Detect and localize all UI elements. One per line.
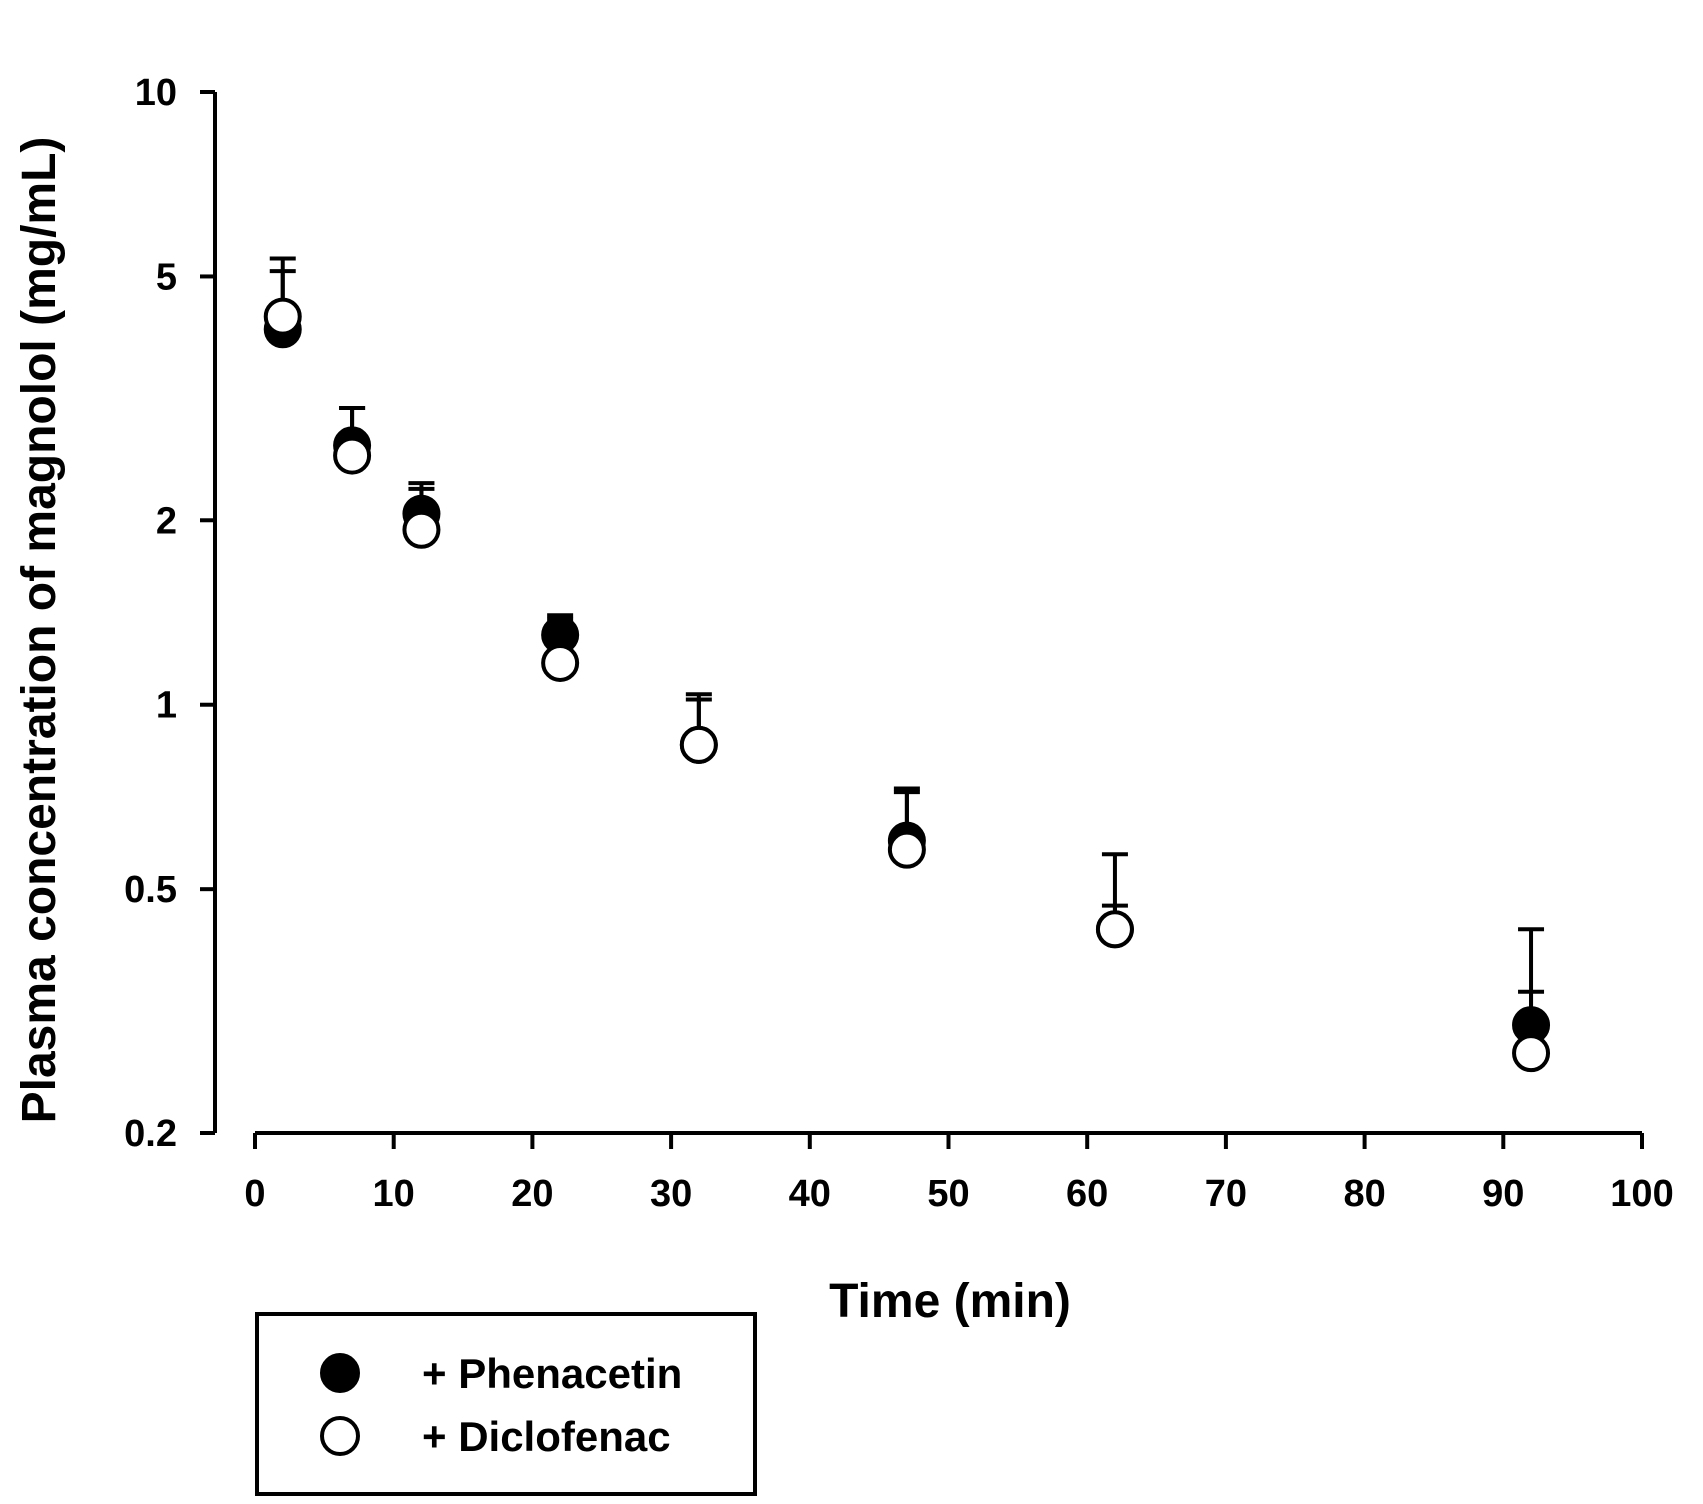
data-point-diclofenac xyxy=(679,725,718,764)
error-bars xyxy=(269,256,1545,1054)
legend-marker-diclofenac xyxy=(320,1416,360,1456)
data-point-diclofenac xyxy=(887,830,926,869)
x-tick-label: 70 xyxy=(1205,1173,1247,1215)
y-tick-label: 10 xyxy=(135,72,177,114)
legend-marker-phenacetin xyxy=(320,1353,360,1393)
legend: + Phenacetin + Diclofenac xyxy=(255,1312,757,1496)
y-tick-label: 0.5 xyxy=(124,869,177,911)
data-point-diclofenac xyxy=(333,436,372,475)
legend-box xyxy=(255,1312,757,1496)
x-tick-label: 40 xyxy=(789,1173,831,1215)
x-tick-label: 90 xyxy=(1482,1173,1524,1215)
x-tick-label: 50 xyxy=(927,1173,969,1215)
x-tick-label: 10 xyxy=(373,1173,415,1215)
y-tick-label: 0.2 xyxy=(124,1113,177,1155)
y-tick-label: 5 xyxy=(156,256,177,298)
y-axis-title: Plasma concentration of magnolol (mg/mL) xyxy=(13,137,66,1124)
y-tick-label: 2 xyxy=(156,500,177,542)
x-tick-label: 0 xyxy=(244,1173,265,1215)
data-point-diclofenac xyxy=(1095,910,1134,949)
x-tick-label: 100 xyxy=(1610,1173,1673,1215)
x-axis-title: Time (min) xyxy=(829,1275,1071,1328)
data-points xyxy=(263,297,1551,1073)
y-ticks: 0.2 0.5 1 2 5 10 xyxy=(124,72,215,1155)
data-point-diclofenac xyxy=(263,297,302,336)
axes: 0.2 0.5 1 2 5 10 0 10 20 30 40 50 60 70 80 90 100 xyxy=(124,72,1674,1215)
x-ticks: 0 10 20 30 40 50 60 70 80 90 100 xyxy=(244,1133,1674,1215)
data-point-diclofenac xyxy=(541,643,580,682)
x-tick-label: 30 xyxy=(650,1173,692,1215)
legend-label-diclofenac: + Diclofenac xyxy=(422,1413,671,1460)
x-tick-label: 60 xyxy=(1066,1173,1108,1215)
data-point-diclofenac xyxy=(1512,1034,1551,1073)
legend-label-phenacetin: + Phenacetin xyxy=(422,1350,682,1397)
x-tick-label: 80 xyxy=(1343,1173,1385,1215)
data-point-diclofenac xyxy=(402,510,441,549)
y-tick-label: 1 xyxy=(156,685,177,727)
x-tick-label: 20 xyxy=(511,1173,553,1215)
